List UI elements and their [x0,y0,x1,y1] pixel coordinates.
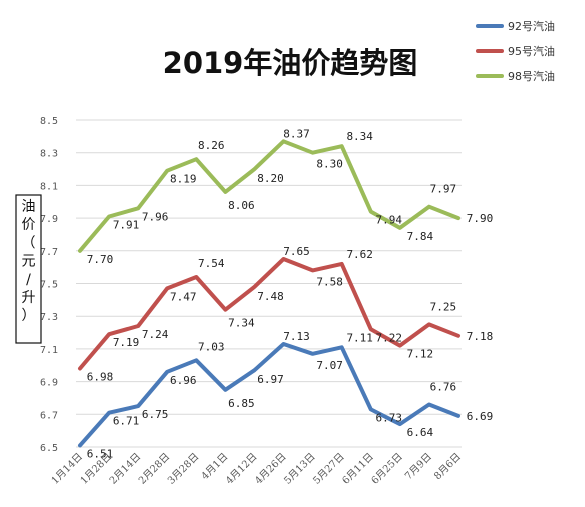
data-label: 7.25 [430,300,457,313]
grid-layer [76,119,462,448]
data-label: 7.70 [87,253,114,266]
x-tick-label: 5月27日 [311,451,347,487]
series-line [78,342,460,448]
data-label: 6.51 [87,447,114,460]
data-label: 7.65 [283,245,310,258]
data-label: 7.12 [407,348,434,361]
y-tick-label: 7.1 [40,345,58,356]
data-label: 6.76 [430,380,457,393]
data-label: 8.34 [346,130,373,143]
data-label: 7.19 [113,336,140,349]
y-tick-label: 7.3 [40,312,58,323]
y-tick-layer: 6.5 6.7 6.9 7.1 7.3 7.5 7.7 7.9 8.1 8.3 8.5 [40,116,58,454]
data-label: 7.94 [376,214,403,227]
data-label: 6.85 [228,397,255,410]
data-label: 7.24 [142,328,169,341]
data-label: 6.69 [467,410,494,423]
y-axis-label-char: 油 [22,199,36,215]
data-label: 7.22 [376,331,403,344]
data-label: 6.71 [113,415,140,428]
x-tick-label: 5月13日 [282,451,318,487]
series-line [78,139,460,253]
y-axis-label-char: ） [22,308,36,324]
y-tick-label: 6.9 [40,378,58,389]
data-label: 7.13 [283,330,310,343]
x-tick-label: 4月26日 [253,451,289,487]
data-label: 7.34 [228,317,255,330]
x-tick-label: 6月25日 [369,451,405,487]
series-line [78,257,460,371]
y-tick-label: 8.5 [40,116,58,127]
y-tick-label: 8.3 [40,149,58,160]
y-axis-label-char: 元 [22,254,36,270]
data-label: 7.47 [170,290,197,303]
data-label: 8.37 [283,127,310,140]
data-label: 7.91 [113,218,140,231]
data-label: 7.84 [407,230,434,243]
y-tick-label: 7.5 [40,280,58,291]
data-label: 8.26 [198,139,225,152]
y-axis-label-char: （ [22,235,36,251]
y-axis-label-char: 升 [22,290,36,306]
legend-label: 92号汽油 [508,19,555,33]
data-label: 8.30 [316,158,343,171]
data-label: 6.98 [87,371,114,384]
x-tick-label: 4月12日 [223,451,259,487]
y-tick-label: 8.1 [40,181,58,192]
data-label: 7.48 [257,290,284,303]
x-tick-label: 2月28日 [136,451,172,487]
data-label: 7.07 [316,359,343,372]
x-tick-label: 8月6日 [431,451,463,483]
x-tick-label: 3月28日 [165,451,201,487]
legend-label: 95号汽油 [508,44,555,58]
data-label: 7.11 [346,331,373,344]
data-label: 6.75 [142,408,169,421]
data-label: 7.90 [467,212,494,225]
x-tick-label: 6月11日 [340,451,376,487]
data-label: 7.62 [346,248,373,261]
data-label: 6.64 [407,426,434,439]
data-label: 6.97 [257,373,284,386]
y-axis-label-box [15,194,42,344]
y-tick-label: 7.7 [40,247,58,258]
data-label: 6.96 [170,374,197,387]
x-tick-label: 7月9日 [402,451,434,483]
chart-title: 2019年油价趋势图 [163,46,418,80]
data-label: 6.73 [376,411,403,424]
y-axis-label-char: / [26,272,31,288]
data-label: 7.03 [198,340,225,353]
y-axis-label-char: 价 [22,217,36,233]
data-label: 7.54 [198,257,225,270]
data-label: 8.19 [170,173,197,186]
legend-label: 98号汽油 [508,69,555,83]
data-label: 7.18 [467,330,494,343]
y-tick-label: 7.9 [40,214,58,225]
data-label: 8.20 [257,172,284,185]
data-label: 8.06 [228,199,255,212]
legend: 92号汽油 95号汽油 98号汽油 [476,19,555,83]
y-tick-label: 6.5 [40,443,58,454]
data-label-layer: 6.51 6.716.75 6.96 7.03 6.856.97 7.13 7.07 7.11… [87,127,494,460]
data-label: 7.97 [430,183,457,196]
y-axis-label-group: 油价 （ 元 / 升 ） [15,194,42,344]
y-tick-label: 6.7 [40,410,58,421]
x-tick-label: 1月14日 [49,451,85,487]
series-layer [78,139,460,448]
data-label: 7.58 [316,275,343,288]
data-label: 7.96 [142,210,169,223]
